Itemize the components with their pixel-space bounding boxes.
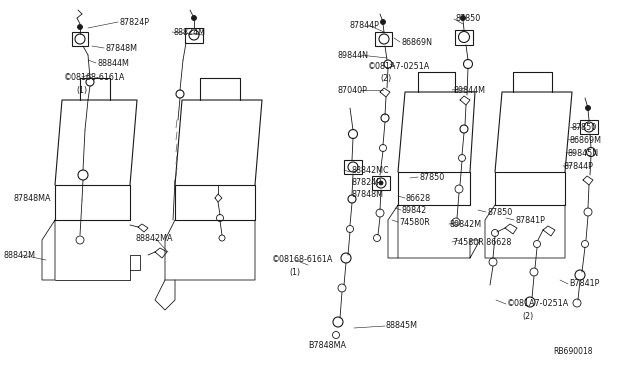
Text: 89844N: 89844N — [338, 51, 369, 60]
Text: 88844M: 88844M — [97, 58, 129, 67]
Text: RB690018: RB690018 — [553, 347, 593, 356]
Text: 87824P: 87824P — [119, 17, 149, 26]
Circle shape — [461, 16, 465, 20]
Bar — [344, 160, 362, 174]
Text: ©08168-6161A: ©08168-6161A — [64, 73, 125, 81]
Text: 89844M: 89844M — [453, 86, 485, 94]
Text: 87824P: 87824P — [351, 177, 381, 186]
Text: 87850: 87850 — [456, 13, 481, 22]
Text: 87844P: 87844P — [564, 161, 594, 170]
Text: 74580R 86628: 74580R 86628 — [453, 237, 511, 247]
Circle shape — [191, 16, 196, 20]
Bar — [455, 30, 473, 45]
Bar — [580, 120, 598, 134]
Text: B7848MA: B7848MA — [308, 340, 346, 350]
Text: B7841P: B7841P — [569, 279, 600, 289]
Text: 88842MC: 88842MC — [351, 166, 388, 174]
Circle shape — [77, 25, 83, 29]
Text: 87850: 87850 — [571, 122, 596, 131]
Text: 87841P: 87841P — [515, 215, 545, 224]
Text: (2): (2) — [522, 311, 533, 321]
Text: (1): (1) — [76, 86, 87, 94]
Text: 89845N: 89845N — [567, 148, 598, 157]
Bar — [372, 176, 390, 190]
Text: 86628: 86628 — [406, 193, 431, 202]
Text: 87850: 87850 — [419, 173, 444, 182]
Text: ©081A7-0251A: ©081A7-0251A — [368, 61, 430, 71]
Text: 87040P: 87040P — [338, 86, 368, 94]
Text: 87848M: 87848M — [351, 189, 383, 199]
Text: 87848M: 87848M — [105, 44, 137, 52]
Text: ©081A7-0251A: ©081A7-0251A — [507, 299, 569, 308]
Text: ©08168-6161A: ©08168-6161A — [272, 256, 333, 264]
Text: 87848MA: 87848MA — [14, 193, 51, 202]
Bar — [185, 28, 203, 43]
Text: (1): (1) — [289, 267, 300, 276]
Text: 89842: 89842 — [402, 205, 428, 215]
Text: 88842M: 88842M — [4, 250, 36, 260]
Text: 74580R: 74580R — [399, 218, 429, 227]
Text: 88842MA: 88842MA — [135, 234, 173, 243]
Text: 89842M: 89842M — [450, 219, 482, 228]
Text: 86869N: 86869N — [401, 38, 432, 46]
Bar — [375, 32, 392, 46]
Text: 88824M: 88824M — [173, 28, 205, 36]
Text: 88845M: 88845M — [386, 321, 418, 330]
Text: 86869M: 86869M — [569, 135, 601, 144]
Text: 87850: 87850 — [487, 208, 512, 217]
Circle shape — [381, 19, 385, 25]
Circle shape — [586, 106, 591, 110]
Text: 87844P: 87844P — [350, 20, 380, 29]
Circle shape — [379, 181, 383, 185]
Bar — [72, 32, 88, 46]
Text: (2): (2) — [380, 74, 391, 83]
